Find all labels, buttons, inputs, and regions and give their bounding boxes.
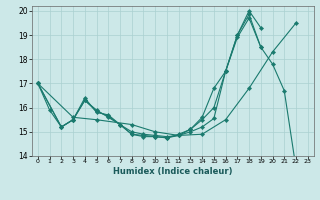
X-axis label: Humidex (Indice chaleur): Humidex (Indice chaleur) bbox=[113, 167, 233, 176]
